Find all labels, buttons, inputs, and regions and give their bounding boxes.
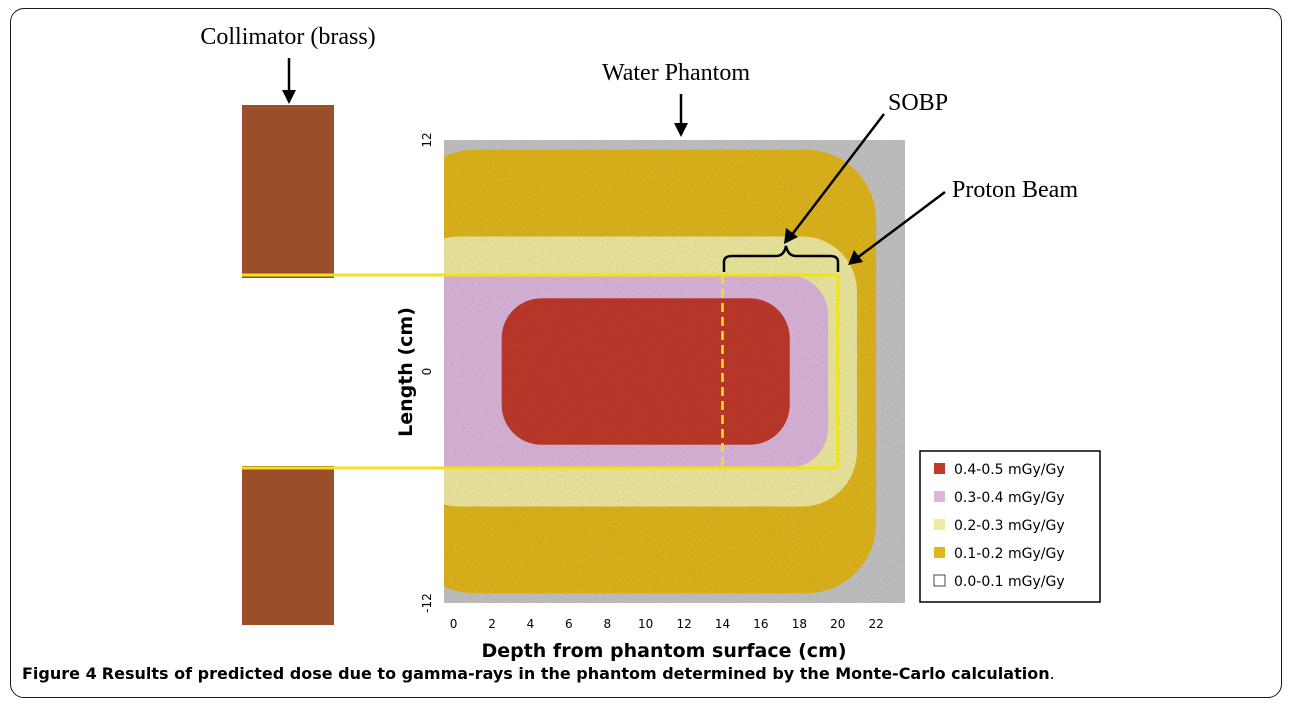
collimator-arrow (282, 58, 296, 104)
water-phantom-label: Water Phantom (602, 60, 750, 86)
x-tick-label: 2 (488, 617, 496, 631)
dose-region-0.4-0.5 (501, 298, 790, 445)
collimator-block-top (242, 105, 334, 278)
x-tick-label: 8 (603, 617, 611, 631)
beam-overlay (242, 273, 840, 470)
collimator-block-bottom (242, 466, 334, 625)
legend-label: 0.3-0.4 mGy/Gy (954, 490, 1065, 506)
water-phantom-arrow (674, 94, 688, 137)
x-tick-label: 4 (527, 617, 535, 631)
legend-label: 0.4-0.5 mGy/Gy (954, 462, 1065, 478)
legend-swatch (933, 574, 946, 587)
y-axis-ticks: 12 0 -12 (420, 132, 434, 612)
x-tick-label: 14 (715, 617, 730, 631)
caption-end: . (1049, 664, 1055, 683)
y-axis-label: Length (cm) (395, 307, 417, 437)
sobp-arrow (784, 113, 885, 244)
legend-swatch (934, 519, 945, 530)
x-tick-label: 22 (869, 617, 884, 631)
figure-caption: Figure 4 Results of predicted dose due t… (22, 664, 1272, 683)
legend-swatch (934, 463, 945, 474)
x-axis-ticks: 0 2 4 6 8 10 12 14 16 18 20 22 (450, 617, 884, 631)
legend-swatch (934, 547, 945, 558)
proton-beam-arrow (848, 191, 946, 265)
x-axis-label: Depth from phantom surface (cm) (481, 640, 846, 662)
legend-swatch (934, 491, 945, 502)
proton-beam-label: Proton Beam (952, 177, 1078, 203)
y-tick-label: -12 (420, 593, 434, 613)
legend-label: 0.2-0.3 mGy/Gy (954, 518, 1065, 534)
sobp-label: SOBP (888, 90, 948, 116)
caption-title: Results of predicted dose due to gamma-r… (101, 664, 1050, 683)
x-tick-label: 6 (565, 617, 573, 631)
caption-label: Figure 4 (22, 664, 97, 683)
x-tick-label: 20 (830, 617, 845, 631)
x-tick-label: 12 (676, 617, 691, 631)
y-tick-label: 0 (420, 368, 434, 376)
legend-label: 0.0-0.1 mGy/Gy (954, 574, 1065, 590)
x-tick-label: 16 (753, 617, 768, 631)
legend: 0.4-0.5 mGy/Gy 0.3-0.4 mGy/Gy 0.2-0.3 mGy/… (919, 450, 1101, 603)
legend-box (919, 450, 1101, 603)
legend-label: 0.1-0.2 mGy/Gy (954, 546, 1065, 562)
x-tick-label: 18 (792, 617, 807, 631)
sobp-brace (722, 245, 840, 272)
y-tick-label: 12 (420, 132, 434, 147)
collimator-label: Collimator (brass) (200, 24, 375, 50)
x-tick-label: 10 (638, 617, 653, 631)
x-tick-label: 0 (450, 617, 458, 631)
dose-heatmap (444, 140, 905, 603)
